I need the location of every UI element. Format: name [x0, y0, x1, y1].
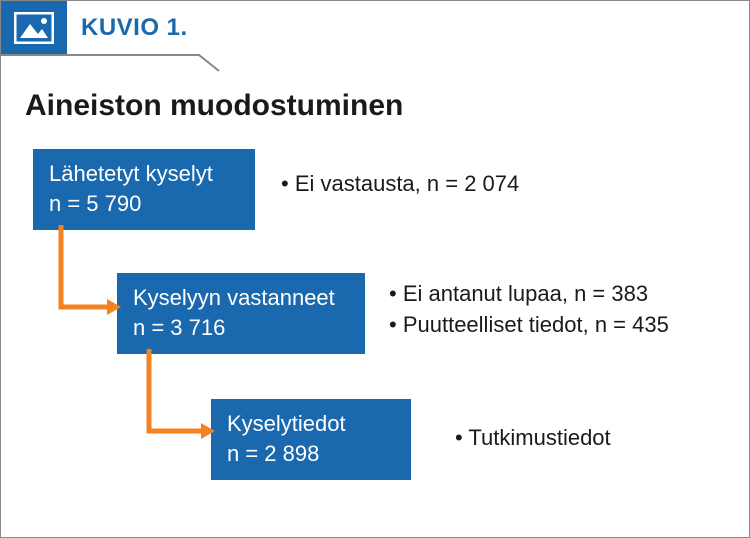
node-line2: n = 2 898 [227, 439, 395, 469]
figure-label: KUVIO 1. [81, 14, 188, 42]
node-line2: n = 3 716 [133, 313, 349, 343]
figure-title: Aineiston muodostuminen [25, 89, 403, 123]
node-line2: n = 5 790 [49, 189, 239, 219]
flow-node-1: Lähetetyt kyselyt n = 5 790 [33, 149, 255, 230]
exclusion-list-1: Ei vastausta, n = 2 074 [281, 169, 519, 200]
bullet-item: Puutteelliset tiedot, n = 435 [389, 310, 669, 341]
bullet-item: Ei vastausta, n = 2 074 [281, 169, 519, 200]
image-icon [1, 1, 67, 55]
figure-label-box: KUVIO 1. [67, 1, 206, 55]
exclusion-list-2: Ei antanut lupaa, n = 383 Puutteelliset … [389, 279, 669, 341]
exclusion-list-3: Tutkimustiedot [455, 423, 611, 454]
bullet-item: Ei antanut lupaa, n = 383 [389, 279, 669, 310]
flow-node-2: Kyselyyn vastanneet n = 3 716 [117, 273, 365, 354]
node-line1: Kyselytiedot [227, 409, 395, 439]
node-line1: Kyselyyn vastanneet [133, 283, 349, 313]
flow-node-3: Kyselytiedot n = 2 898 [211, 399, 411, 480]
bullet-item: Tutkimustiedot [455, 423, 611, 454]
figure-header: KUVIO 1. [1, 1, 206, 55]
node-line1: Lähetetyt kyselyt [49, 159, 239, 189]
header-underline [1, 55, 281, 67]
